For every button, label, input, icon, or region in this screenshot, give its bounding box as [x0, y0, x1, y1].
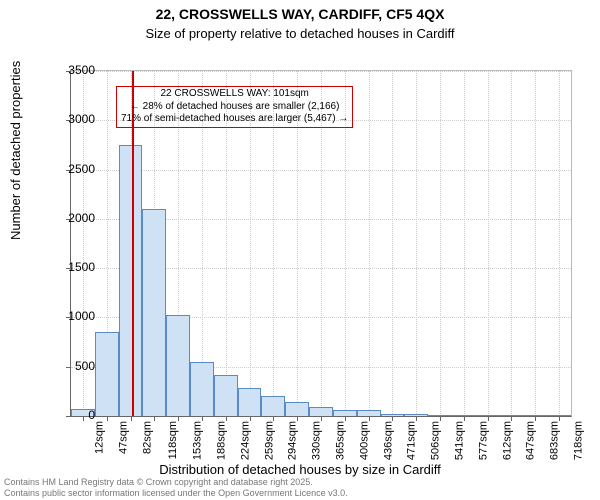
- xtick-label: 400sqm: [358, 421, 370, 460]
- annotation-line: ← 28% of detached houses are smaller (2,…: [121, 101, 348, 114]
- histogram-bar: [166, 315, 190, 416]
- histogram-bar: [95, 332, 119, 416]
- annotation-line: 71% of semi-detached houses are larger (…: [121, 113, 348, 126]
- xtick-label: 153sqm: [192, 421, 204, 460]
- gridline-v: [535, 71, 536, 416]
- xtick-mark: [131, 416, 132, 421]
- gridline-v: [488, 71, 489, 416]
- xtick-label: 47sqm: [117, 421, 129, 454]
- ytick-mark: [66, 367, 71, 368]
- xtick-mark: [154, 416, 155, 421]
- xtick-mark: [321, 416, 322, 421]
- gridline-v: [440, 71, 441, 416]
- xtick-mark: [202, 416, 203, 421]
- xtick-mark: [392, 416, 393, 421]
- ytick-label: 2000: [68, 211, 95, 225]
- xtick-mark: [488, 416, 489, 421]
- x-axis-label: Distribution of detached houses by size …: [0, 462, 600, 477]
- xtick-mark: [464, 416, 465, 421]
- xtick-mark: [416, 416, 417, 421]
- xtick-label: 647sqm: [525, 421, 537, 460]
- annotation-line: 22 CROSSWELLS WAY: 101sqm: [121, 88, 348, 101]
- xtick-mark: [440, 416, 441, 421]
- xtick-mark: [297, 416, 298, 421]
- gridline-v: [416, 71, 417, 416]
- histogram-bar: [238, 388, 262, 416]
- ytick-mark: [66, 416, 71, 417]
- histogram-bar: [285, 402, 309, 416]
- gridline-v: [511, 71, 512, 416]
- ytick-label: 2500: [68, 162, 95, 176]
- ytick-label: 1000: [68, 309, 95, 323]
- xtick-label: 436sqm: [382, 421, 394, 460]
- xtick-label: 365sqm: [335, 421, 347, 460]
- histogram-bar: [190, 362, 214, 416]
- xtick-label: 12sqm: [93, 421, 105, 454]
- xtick-mark: [273, 416, 274, 421]
- ytick-label: 0: [88, 408, 95, 422]
- xtick-label: 506sqm: [430, 421, 442, 460]
- xtick-label: 188sqm: [216, 421, 228, 460]
- xtick-label: 224sqm: [239, 421, 251, 460]
- xtick-label: 541sqm: [454, 421, 466, 460]
- xtick-mark: [83, 416, 84, 421]
- xtick-label: 259sqm: [263, 421, 275, 460]
- xtick-mark: [369, 416, 370, 421]
- xtick-mark: [107, 416, 108, 421]
- footer-line-2: Contains public sector information licen…: [4, 488, 348, 498]
- xtick-label: 683sqm: [549, 421, 561, 460]
- histogram-bar: [214, 375, 238, 416]
- gridline-v: [464, 71, 465, 416]
- xtick-mark: [559, 416, 560, 421]
- xtick-label: 718sqm: [573, 421, 585, 460]
- xtick-label: 82sqm: [141, 421, 153, 454]
- ytick-label: 3000: [68, 112, 95, 126]
- chart-title: 22, CROSSWELLS WAY, CARDIFF, CF5 4QX: [0, 6, 600, 22]
- property-size-chart: 22, CROSSWELLS WAY, CARDIFF, CF5 4QX Siz…: [0, 0, 600, 500]
- xtick-mark: [511, 416, 512, 421]
- ytick-label: 500: [75, 359, 95, 373]
- ytick-label: 3500: [68, 63, 95, 77]
- histogram-bar: [142, 209, 166, 416]
- xtick-mark: [535, 416, 536, 421]
- xtick-label: 577sqm: [477, 421, 489, 460]
- xtick-mark: [250, 416, 251, 421]
- gridline-v: [369, 71, 370, 416]
- xtick-label: 330sqm: [311, 421, 323, 460]
- xtick-mark: [178, 416, 179, 421]
- gridline-v: [559, 71, 560, 416]
- histogram-bar: [261, 396, 285, 416]
- y-axis-label: Number of detached properties: [8, 61, 23, 240]
- ytick-label: 1500: [68, 260, 95, 274]
- histogram-bar: [119, 145, 143, 416]
- xtick-label: 612sqm: [501, 421, 513, 460]
- annotation-box: 22 CROSSWELLS WAY: 101sqm← 28% of detach…: [116, 86, 353, 128]
- xtick-label: 118sqm: [167, 421, 179, 459]
- xtick-label: 471sqm: [406, 421, 418, 460]
- xtick-mark: [226, 416, 227, 421]
- chart-subtitle: Size of property relative to detached ho…: [0, 26, 600, 41]
- histogram-bar: [309, 407, 333, 416]
- footer-line-1: Contains HM Land Registry data © Crown c…: [4, 477, 348, 487]
- xtick-mark: [345, 416, 346, 421]
- xtick-label: 294sqm: [287, 421, 299, 460]
- attribution-footer: Contains HM Land Registry data © Crown c…: [4, 477, 348, 498]
- plot-area: 12sqm47sqm82sqm118sqm153sqm188sqm224sqm2…: [70, 70, 572, 417]
- gridline-v: [392, 71, 393, 416]
